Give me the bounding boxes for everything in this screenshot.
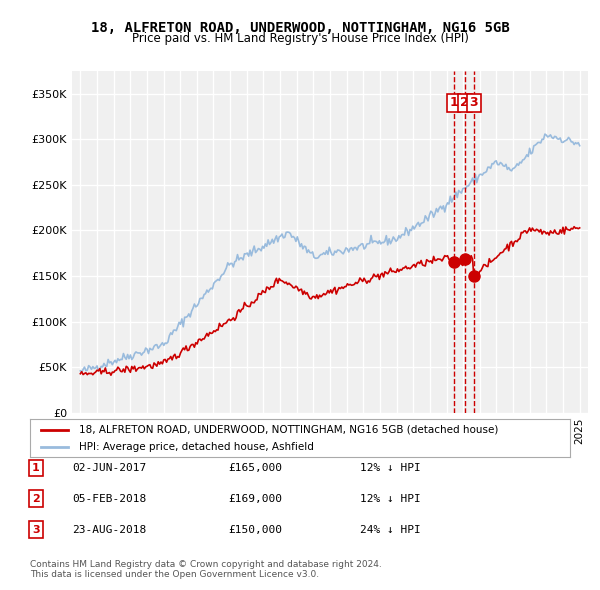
Text: 18, ALFRETON ROAD, UNDERWOOD, NOTTINGHAM, NG16 5GB (detached house): 18, ALFRETON ROAD, UNDERWOOD, NOTTINGHAM… (79, 425, 498, 435)
Text: 02-JUN-2017: 02-JUN-2017 (72, 463, 146, 473)
Text: 3: 3 (32, 525, 40, 535)
Text: HPI: Average price, detached house, Ashfield: HPI: Average price, detached house, Ashf… (79, 441, 313, 451)
Text: 12% ↓ HPI: 12% ↓ HPI (360, 494, 421, 504)
Text: 24% ↓ HPI: 24% ↓ HPI (360, 525, 421, 535)
Text: Price paid vs. HM Land Registry's House Price Index (HPI): Price paid vs. HM Land Registry's House … (131, 32, 469, 45)
Text: £150,000: £150,000 (228, 525, 282, 535)
Text: Contains HM Land Registry data © Crown copyright and database right 2024.
This d: Contains HM Land Registry data © Crown c… (30, 560, 382, 579)
Text: £169,000: £169,000 (228, 494, 282, 504)
Text: 2: 2 (32, 494, 40, 504)
Text: 3: 3 (470, 96, 478, 109)
Text: 23-AUG-2018: 23-AUG-2018 (72, 525, 146, 535)
Text: 1: 1 (32, 463, 40, 473)
Text: 05-FEB-2018: 05-FEB-2018 (72, 494, 146, 504)
Text: £165,000: £165,000 (228, 463, 282, 473)
Text: 1: 1 (449, 96, 458, 109)
Text: 18, ALFRETON ROAD, UNDERWOOD, NOTTINGHAM, NG16 5GB: 18, ALFRETON ROAD, UNDERWOOD, NOTTINGHAM… (91, 21, 509, 35)
Text: 12% ↓ HPI: 12% ↓ HPI (360, 463, 421, 473)
Text: 2: 2 (460, 96, 469, 109)
